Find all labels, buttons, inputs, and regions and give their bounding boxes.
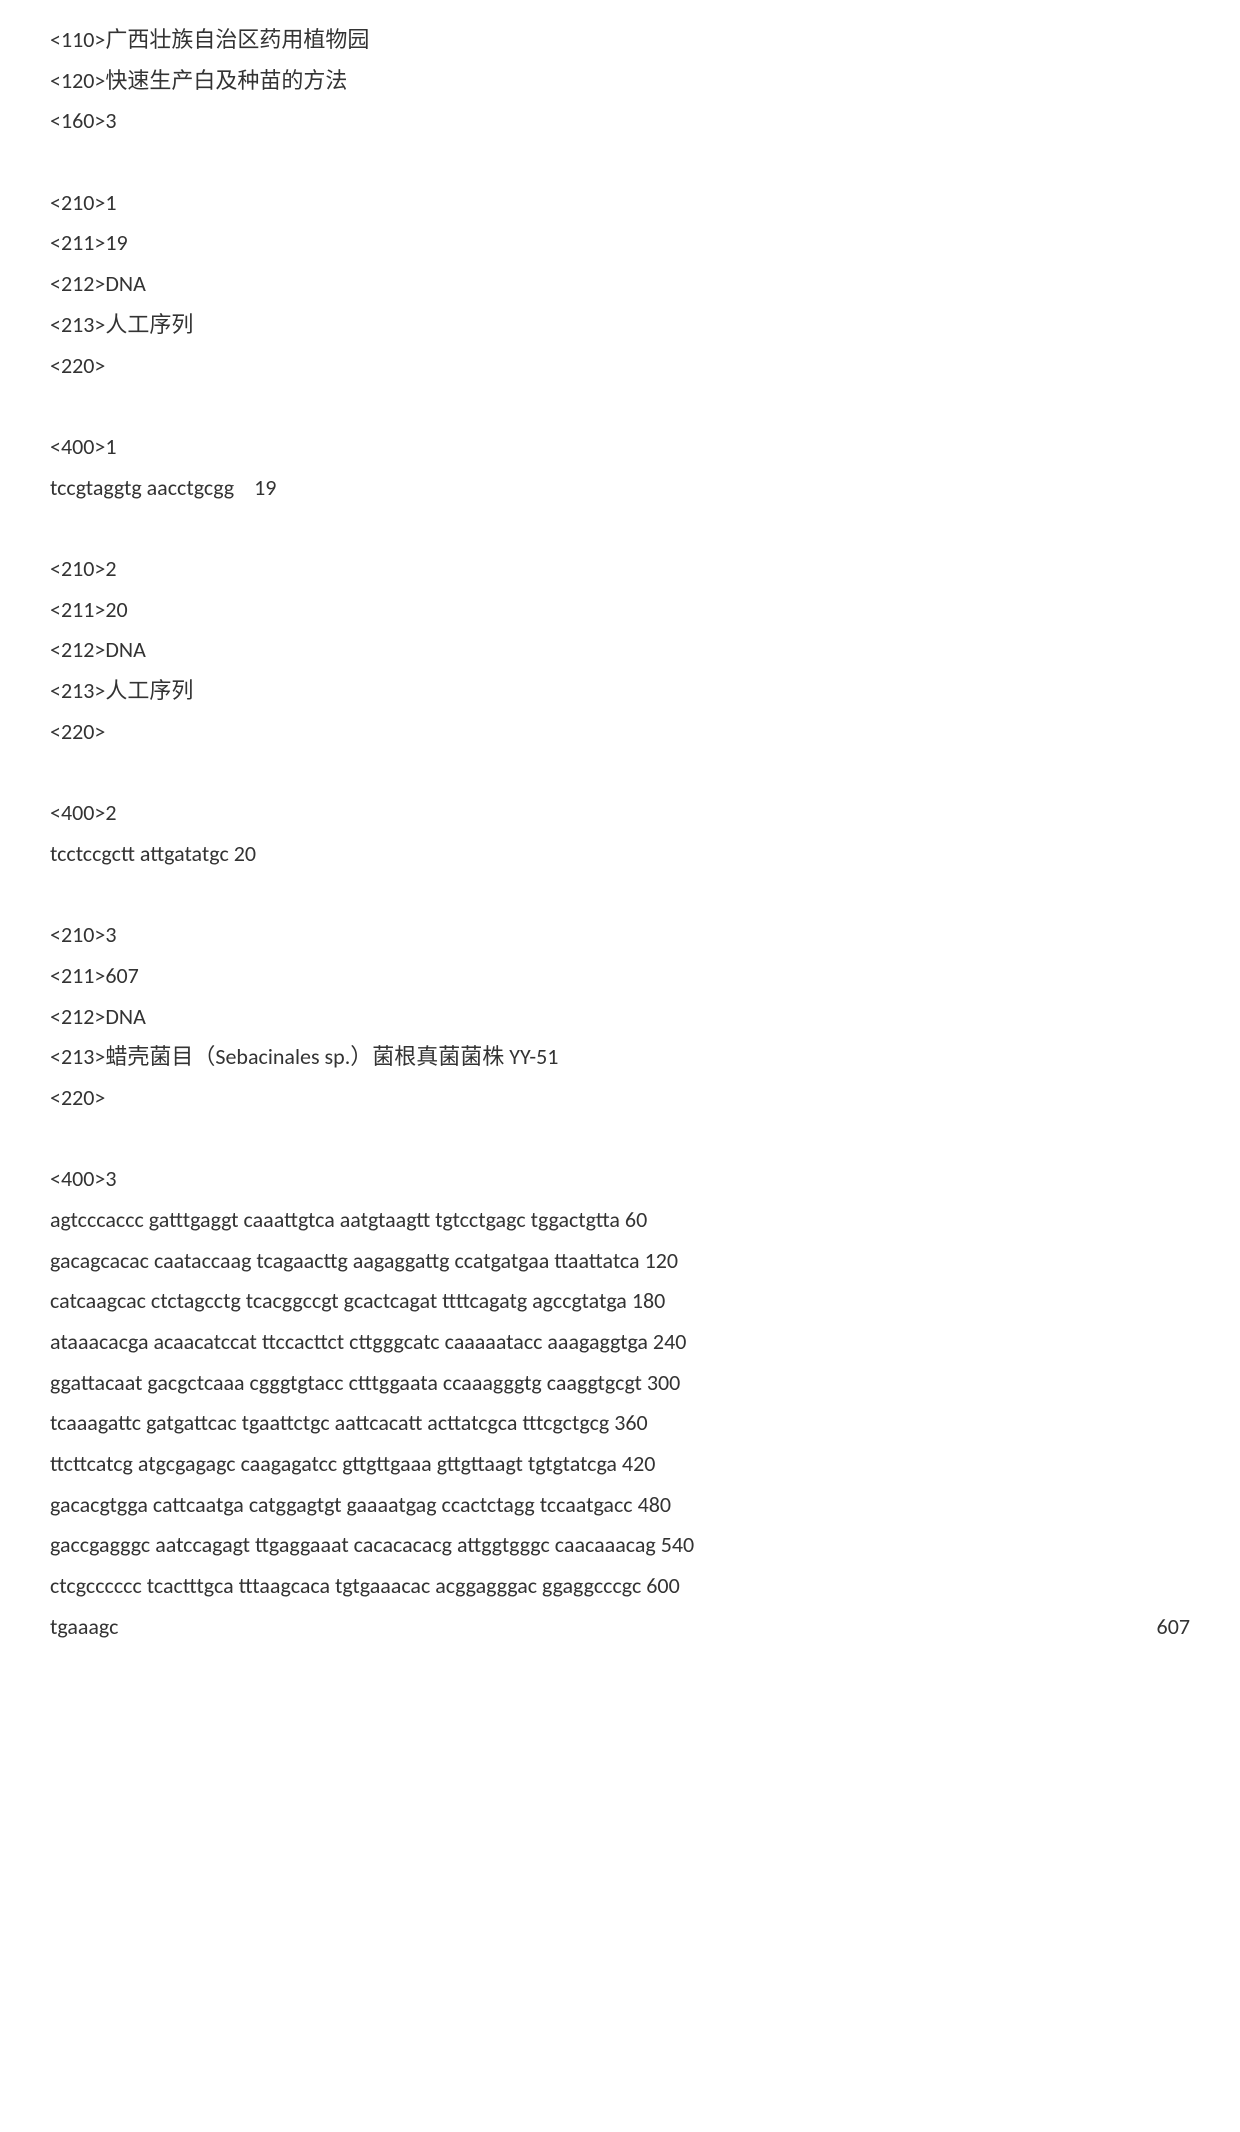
seq3-seq-1: agtcccaccc gatttgaggt caaattgtca aatgtaa…: [50, 1206, 620, 1233]
tag-110: <110>广西壮族自治区药用植物园: [50, 20, 1190, 61]
seq3-tag-212: <212>DNA: [50, 997, 1190, 1038]
tag-120: <120>快速生产白及种苗的方法: [50, 61, 1190, 102]
seq3-num-2: 120: [645, 1247, 678, 1274]
seq3-seq-8: gacacgtgga cattcaatga catggagtgt gaaaatg…: [50, 1491, 633, 1518]
seq2-tag-211: <211>20: [50, 590, 1190, 631]
blank-line: [50, 752, 1190, 793]
seq1-sequence: tccgtaggtg aacctgcgg: [50, 474, 234, 501]
seq3-num-1: 60: [625, 1206, 647, 1233]
seq3-final-num: 607: [1157, 1607, 1190, 1648]
seq3-final-seq: tgaaagc: [50, 1607, 118, 1648]
seq2-tag-213: <213>人工序列: [50, 671, 1190, 712]
seq3-line-2: gacagcacac caataccaag tcagaacttg aagagga…: [50, 1241, 1190, 1282]
sequence-listing-document: <110>广西壮族自治区药用植物园 <120>快速生产白及种苗的方法 <160>…: [50, 20, 1190, 1648]
seq3-num-7: 420: [622, 1450, 655, 1477]
seq1-tag-220: <220>: [50, 346, 1190, 387]
seq3-seq-9: gaccgagggc aatccagagt ttgaggaaat cacacac…: [50, 1531, 656, 1558]
seq3-line-6: tcaaagattc gatgattcac tgaattctgc aattcac…: [50, 1403, 1190, 1444]
seq1-sequence-line: tccgtaggtg aacctgcgg 19: [50, 468, 1190, 509]
seq1-length: 19: [254, 474, 276, 501]
seq3-line-5: ggattacaat gacgctcaaa cgggtgtacc ctttgga…: [50, 1363, 1190, 1404]
seq2-tag-210: <210>2: [50, 549, 1190, 590]
seq3-tag-210: <210>3: [50, 915, 1190, 956]
seq1-tag-210: <210>1: [50, 183, 1190, 224]
seq3-seq-3: catcaagcac ctctagcctg tcacggccgt gcactca…: [50, 1287, 627, 1314]
blank-line: [50, 508, 1190, 549]
seq3-final-line: tgaaagc 607: [50, 1607, 1190, 1648]
seq2-sequence-line: tcctccgctt attgatatgc 20: [50, 834, 1190, 875]
blank-line: [50, 874, 1190, 915]
seq3-line-1: agtcccaccc gatttgaggt caaattgtca aatgtaa…: [50, 1200, 1190, 1241]
seq1-tag-400: <400>1: [50, 427, 1190, 468]
seq1-tag-211: <211>19: [50, 223, 1190, 264]
seq3-num-3: 180: [632, 1287, 665, 1314]
seq3-seq-7: ttcttcatcg atgcgagagc caagagatcc gttgttg…: [50, 1450, 617, 1477]
seq3-num-9: 540: [661, 1531, 694, 1558]
seq3-seq-5: ggattacaat gacgctcaaa cgggtgtacc ctttgga…: [50, 1369, 642, 1396]
blank-line: [50, 386, 1190, 427]
seq3-line-4: ataaacacga acaacatccat ttccacttct cttggg…: [50, 1322, 1190, 1363]
seq3-seq-10: ctcgcccccc tcactttgca tttaagcaca tgtgaaa…: [50, 1572, 641, 1599]
seq2-tag-212: <212>DNA: [50, 630, 1190, 671]
tag-160: <160>3: [50, 101, 1190, 142]
seq3-seq-2: gacagcacac caataccaag tcagaacttg aagagga…: [50, 1247, 640, 1274]
blank-line: [50, 142, 1190, 183]
seq2-tag-220: <220>: [50, 712, 1190, 753]
seq3-tag-211: <211>607: [50, 956, 1190, 997]
seq3-num-5: 300: [647, 1369, 680, 1396]
seq3-num-4: 240: [653, 1328, 686, 1355]
seq3-line-8: gacacgtgga cattcaatga catggagtgt gaaaatg…: [50, 1485, 1190, 1526]
seq3-line-3: catcaagcac ctctagcctg tcacggccgt gcactca…: [50, 1281, 1190, 1322]
seq1-length-gap: [234, 474, 254, 501]
seq3-seq-6: tcaaagattc gatgattcac tgaattctgc aattcac…: [50, 1409, 609, 1436]
seq3-tag-220: <220>: [50, 1078, 1190, 1119]
seq3-line-9: gaccgagggc aatccagagt ttgaggaaat cacacac…: [50, 1525, 1190, 1566]
seq3-num-10: 600: [646, 1572, 679, 1599]
seq3-line-7: ttcttcatcg atgcgagagc caagagatcc gttgttg…: [50, 1444, 1190, 1485]
seq3-seq-4: ataaacacga acaacatccat ttccacttct cttggg…: [50, 1328, 648, 1355]
seq3-line-10: ctcgcccccc tcactttgca tttaagcaca tgtgaaa…: [50, 1566, 1190, 1607]
seq3-tag-400: <400>3: [50, 1159, 1190, 1200]
blank-line: [50, 1119, 1190, 1160]
seq3-num-8: 480: [638, 1491, 671, 1518]
seq3-tag-213: <213>蜡壳菌目（Sebacinales sp.）菌根真菌菌株 YY-51: [50, 1037, 1190, 1078]
seq1-tag-212: <212>DNA: [50, 264, 1190, 305]
seq2-tag-400: <400>2: [50, 793, 1190, 834]
seq3-num-6: 360: [614, 1409, 647, 1436]
seq1-tag-213: <213>人工序列: [50, 305, 1190, 346]
